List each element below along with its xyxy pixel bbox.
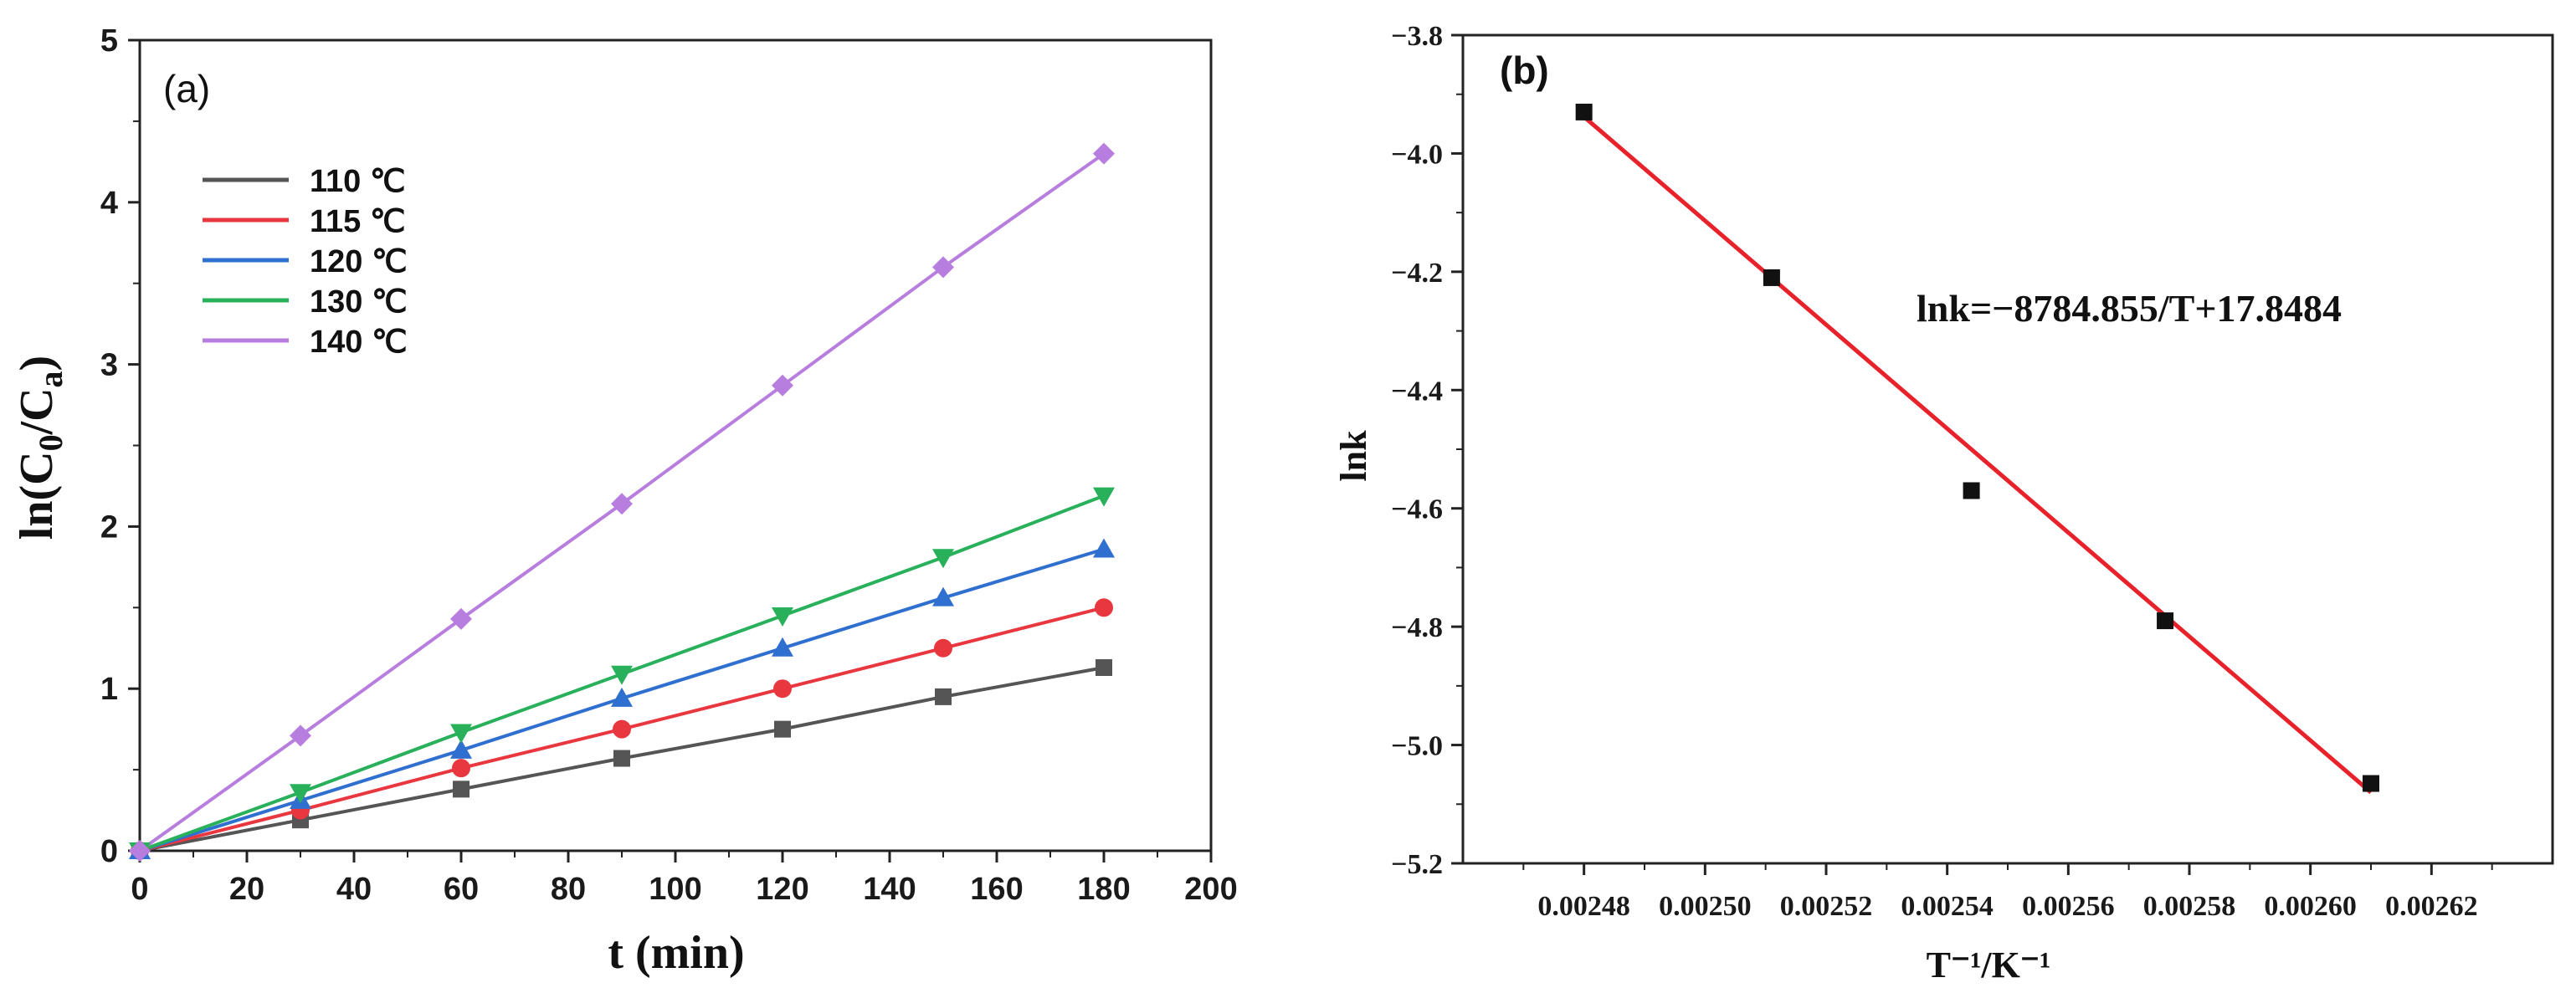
panel-b-y-axis-title: lnk bbox=[1333, 430, 1374, 482]
panel-a-x-tick-label: 160 bbox=[970, 872, 1023, 907]
panel-a-y-tick-label: 0 bbox=[100, 834, 118, 869]
panel-a-data-point bbox=[1093, 538, 1115, 558]
panel-a-label: (a) bbox=[163, 67, 210, 110]
panel-a-x-tick-label: 40 bbox=[336, 872, 372, 907]
panel-a-data-point bbox=[453, 781, 470, 798]
legend-label: 115 ℃ bbox=[310, 204, 406, 239]
panel-b-y-tick-label: −5.0 bbox=[1391, 731, 1443, 762]
panel-a-data-point bbox=[1093, 487, 1115, 507]
panel-a-x-tick-label: 100 bbox=[649, 872, 701, 907]
panel-a-x-tick-label: 60 bbox=[444, 872, 479, 907]
panel-a-x-axis-title: t (min) bbox=[608, 927, 744, 979]
panel-b-tick-labels: 0.00248 0.00250 0.00252 0.00254 0.00256 0.002… bbox=[1391, 21, 2477, 922]
panel-b-y-tick-label: −4.4 bbox=[1391, 376, 1443, 407]
chart-panel-b: 0.00248 0.00250 0.00252 0.00254 0.00256 0.002… bbox=[1333, 21, 2554, 985]
panel-b-y-tick-label: −4.8 bbox=[1391, 612, 1443, 643]
panel-b-data-point bbox=[2363, 775, 2379, 792]
panel-b-x-tick-label: 0.00248 bbox=[1537, 891, 1630, 922]
y-title-sub-2: a bbox=[32, 371, 69, 387]
panel-a-data-point bbox=[290, 724, 311, 747]
panel-a-data-point bbox=[772, 637, 793, 657]
legend-label: 130 ℃ bbox=[310, 284, 408, 320]
panel-a-data-point bbox=[450, 724, 472, 744]
panel-a-legend: 110 ℃ 115 ℃ 120 ℃ 130 ℃ 140 ℃ bbox=[203, 164, 408, 360]
panel-b-y-tick-label: −4.6 bbox=[1391, 494, 1443, 525]
panel-b-tick-marks bbox=[1451, 33, 2493, 875]
panel-a-data-point bbox=[129, 840, 151, 862]
y-title-sub-1: 0 bbox=[32, 434, 69, 451]
panel-a-data-point bbox=[611, 687, 633, 707]
y-title-mid: /C bbox=[11, 387, 63, 435]
panel-a-y-tick-label: 1 bbox=[100, 672, 118, 707]
panel-a-tick-labels: 0 20 40 60 80 100 120 140 160 180 200 0 1 2 3 4 5 bbox=[100, 23, 1238, 907]
panel-a-data-point bbox=[935, 688, 952, 705]
panel-a-x-tick-label: 180 bbox=[1077, 872, 1130, 907]
panel-a-y-axis-title: ln(C0/Ca) bbox=[11, 356, 69, 540]
panel-a-data-point bbox=[932, 256, 954, 279]
panel-a-x-tick-label: 140 bbox=[863, 872, 916, 907]
panel-a-data-point bbox=[611, 665, 633, 685]
legend-label: 110 ℃ bbox=[310, 164, 406, 199]
panel-b-x-tick-label: 0.00260 bbox=[2264, 891, 2357, 922]
y-title-suffix: ) bbox=[11, 356, 63, 371]
panel-a-data-point bbox=[932, 549, 954, 569]
panel-b-data-point bbox=[2157, 612, 2174, 630]
panel-a-data-point bbox=[613, 750, 630, 767]
panel-a-data-point bbox=[932, 586, 954, 607]
panel-a-x-tick-label: 80 bbox=[551, 872, 586, 907]
fit-equation-annotation: lnk=−8784.855/T+17.8484 bbox=[1917, 287, 2342, 330]
panel-a-x-tick-label: 20 bbox=[229, 872, 264, 907]
legend-label: 120 ℃ bbox=[310, 244, 408, 279]
panel-b-data-point bbox=[1963, 482, 1980, 499]
panel-b-y-tick-label: −4.2 bbox=[1391, 258, 1443, 289]
panel-b-data-point bbox=[1763, 269, 1780, 286]
panel-b-x-tick-label: 0.00258 bbox=[2143, 891, 2236, 922]
panel-b-x-tick-label: 0.00250 bbox=[1659, 891, 1752, 922]
panel-a-data-point bbox=[290, 784, 311, 804]
panel-a-y-tick-label: 5 bbox=[100, 23, 118, 59]
chart-panel-a: 0 20 40 60 80 100 120 140 160 180 200 0 1 2 3 4 5 (a) 11… bbox=[11, 23, 1238, 979]
linear-fit-line bbox=[1583, 115, 2373, 795]
panel-b-y-tick-label: −5.2 bbox=[1391, 849, 1443, 880]
legend-label: 140 ℃ bbox=[310, 325, 408, 360]
panel-a-y-tick-label: 2 bbox=[100, 509, 118, 545]
panel-a-data-point bbox=[773, 679, 792, 699]
panel-a-series-markers bbox=[129, 142, 1115, 862]
panel-a-x-tick-label: 200 bbox=[1184, 872, 1237, 907]
panel-a-data-point bbox=[1095, 598, 1113, 617]
panel-b-x-tick-label: 0.00262 bbox=[2385, 891, 2478, 922]
panel-a-data-point bbox=[611, 493, 633, 515]
panel-b-x-tick-label: 0.00254 bbox=[1901, 891, 1994, 922]
y-title-prefix: ln(C bbox=[11, 451, 63, 540]
panel-a-data-point bbox=[452, 759, 470, 778]
panel-a-data-point bbox=[450, 739, 472, 759]
panel-b-data-points bbox=[1575, 103, 2379, 792]
panel-a-data-point bbox=[774, 720, 791, 738]
panel-a-data-point bbox=[934, 638, 952, 658]
panel-b-fit bbox=[1583, 115, 2373, 795]
panel-a-data-point bbox=[1096, 659, 1112, 677]
panel-a-data-point bbox=[772, 374, 793, 397]
panel-a-data-point bbox=[450, 607, 472, 630]
panel-b-x-tick-label: 0.00252 bbox=[1780, 891, 1873, 922]
panel-a-x-tick-label: 120 bbox=[756, 872, 808, 907]
panel-a-y-tick-label: 4 bbox=[100, 186, 118, 221]
panel-b-data-point bbox=[1575, 103, 1593, 120]
panel-a-data-point bbox=[613, 719, 631, 739]
panel-b-x-axis-title: T⁻¹/K⁻¹ bbox=[1927, 944, 2051, 985]
panel-a-x-tick-label: 0 bbox=[131, 872, 148, 907]
panel-a-y-tick-label: 3 bbox=[100, 348, 118, 383]
panel-b-label: (b) bbox=[1500, 49, 1549, 92]
panel-b-x-tick-label: 0.00256 bbox=[2022, 891, 2115, 922]
panel-b-y-tick-label: −3.8 bbox=[1391, 21, 1443, 52]
panel-a-data-point bbox=[772, 607, 793, 627]
panel-b-y-tick-label: −4.0 bbox=[1391, 139, 1443, 170]
panel-a-data-point bbox=[1093, 142, 1115, 165]
